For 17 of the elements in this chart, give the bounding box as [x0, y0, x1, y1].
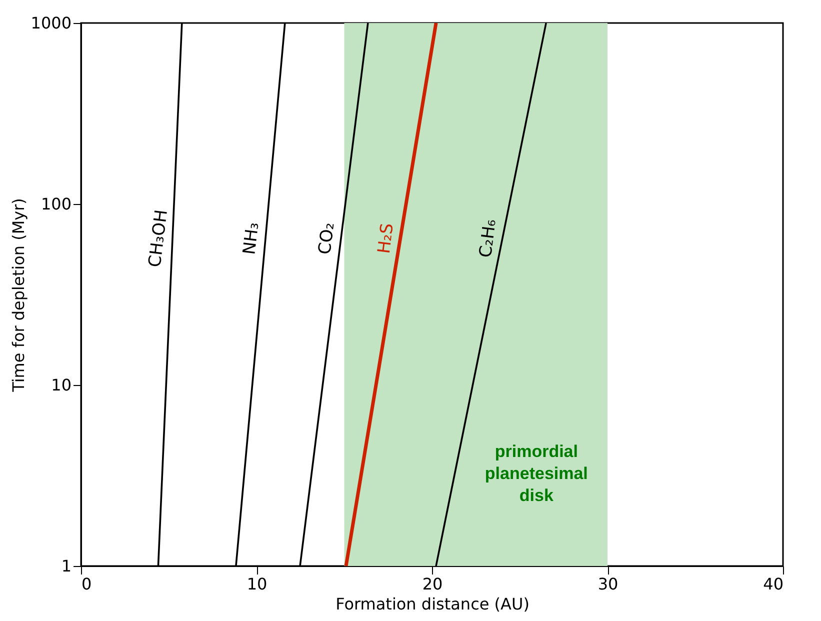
y-tick-label: 10: [51, 376, 72, 394]
x-tick-label: 40: [763, 574, 784, 594]
band-label: primordial planetesimal disk: [484, 442, 588, 505]
y-tick-label: 1: [61, 556, 72, 576]
y-tick-label: 1000: [30, 14, 72, 32]
text: NH₃: [240, 221, 264, 256]
x-axis-title: Formation distance (AU): [336, 594, 530, 614]
y-axis-title: Time for depletion (Myr): [8, 198, 28, 393]
text: CH₃OH: [145, 208, 172, 268]
x-tick-label: 0: [82, 574, 92, 594]
text: CO₂: [315, 221, 339, 256]
text: H₂S: [374, 222, 398, 255]
x-tick-label: 10: [246, 574, 268, 594]
y-tick-label: 100: [40, 194, 72, 214]
x-tick-label: 30: [598, 574, 618, 594]
text: C₂H₆: [476, 218, 500, 259]
x-tick-label: 20: [422, 574, 443, 594]
